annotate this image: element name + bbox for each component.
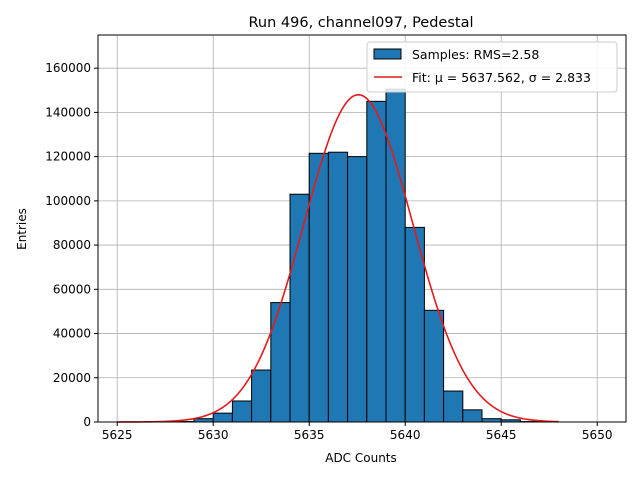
histogram-bar bbox=[327, 151, 349, 423]
histogram-bar bbox=[385, 88, 406, 423]
histogram-bar bbox=[443, 390, 464, 423]
histogram-bar bbox=[366, 100, 387, 423]
y-tick-label: 60000 bbox=[53, 282, 91, 296]
histogram-bar bbox=[251, 369, 272, 423]
y-axis-label: Entries bbox=[15, 208, 29, 250]
y-tick-label: 100000 bbox=[45, 194, 91, 208]
histogram-bar bbox=[212, 412, 233, 423]
y-tick-label: 80000 bbox=[53, 238, 91, 252]
legend-histogram-label: Samples: RMS=2.58 bbox=[412, 47, 539, 62]
x-tick-label: 5630 bbox=[198, 428, 229, 442]
legend-fit-label: Fit: μ = 5637.562, σ = 2.833 bbox=[412, 70, 591, 85]
y-axis-ticks: 0 20000 40000 60000 80000 100000 120000 140000 1… bbox=[45, 61, 98, 429]
x-axis-ticks: 5625 5630 5635 5640 5645 5650 bbox=[102, 422, 613, 442]
chart-title: Run 496, channel097, Pedestal bbox=[248, 15, 473, 31]
x-tick-label: 5635 bbox=[294, 428, 325, 442]
y-tick-label: 140000 bbox=[45, 105, 91, 119]
legend: Samples: RMS=2.58 Fit: μ = 5637.562, σ =… bbox=[366, 41, 618, 93]
histogram-bar bbox=[270, 302, 291, 423]
histogram-bar bbox=[347, 156, 368, 423]
y-tick-label: 20000 bbox=[53, 371, 91, 385]
x-tick-label: 5625 bbox=[102, 428, 133, 442]
y-tick-label: 120000 bbox=[45, 150, 91, 164]
legend-box bbox=[366, 41, 618, 93]
histogram-bars bbox=[174, 88, 541, 423]
y-tick-label: 40000 bbox=[53, 327, 91, 341]
x-axis-label: ADC Counts bbox=[325, 451, 397, 465]
histogram-bar bbox=[462, 409, 483, 423]
x-tick-label: 5640 bbox=[390, 428, 421, 442]
y-tick-label: 160000 bbox=[45, 61, 91, 75]
fit-curve bbox=[117, 93, 559, 423]
histogram-bar bbox=[231, 400, 253, 423]
histogram-bar bbox=[423, 309, 445, 423]
plot-frame bbox=[97, 34, 627, 423]
x-tick-label: 5650 bbox=[582, 428, 613, 442]
legend-histogram-swatch bbox=[373, 48, 402, 60]
y-tick-label: 0 bbox=[83, 415, 91, 429]
histogram-bar bbox=[289, 193, 310, 423]
x-tick-label: 5645 bbox=[486, 428, 517, 442]
